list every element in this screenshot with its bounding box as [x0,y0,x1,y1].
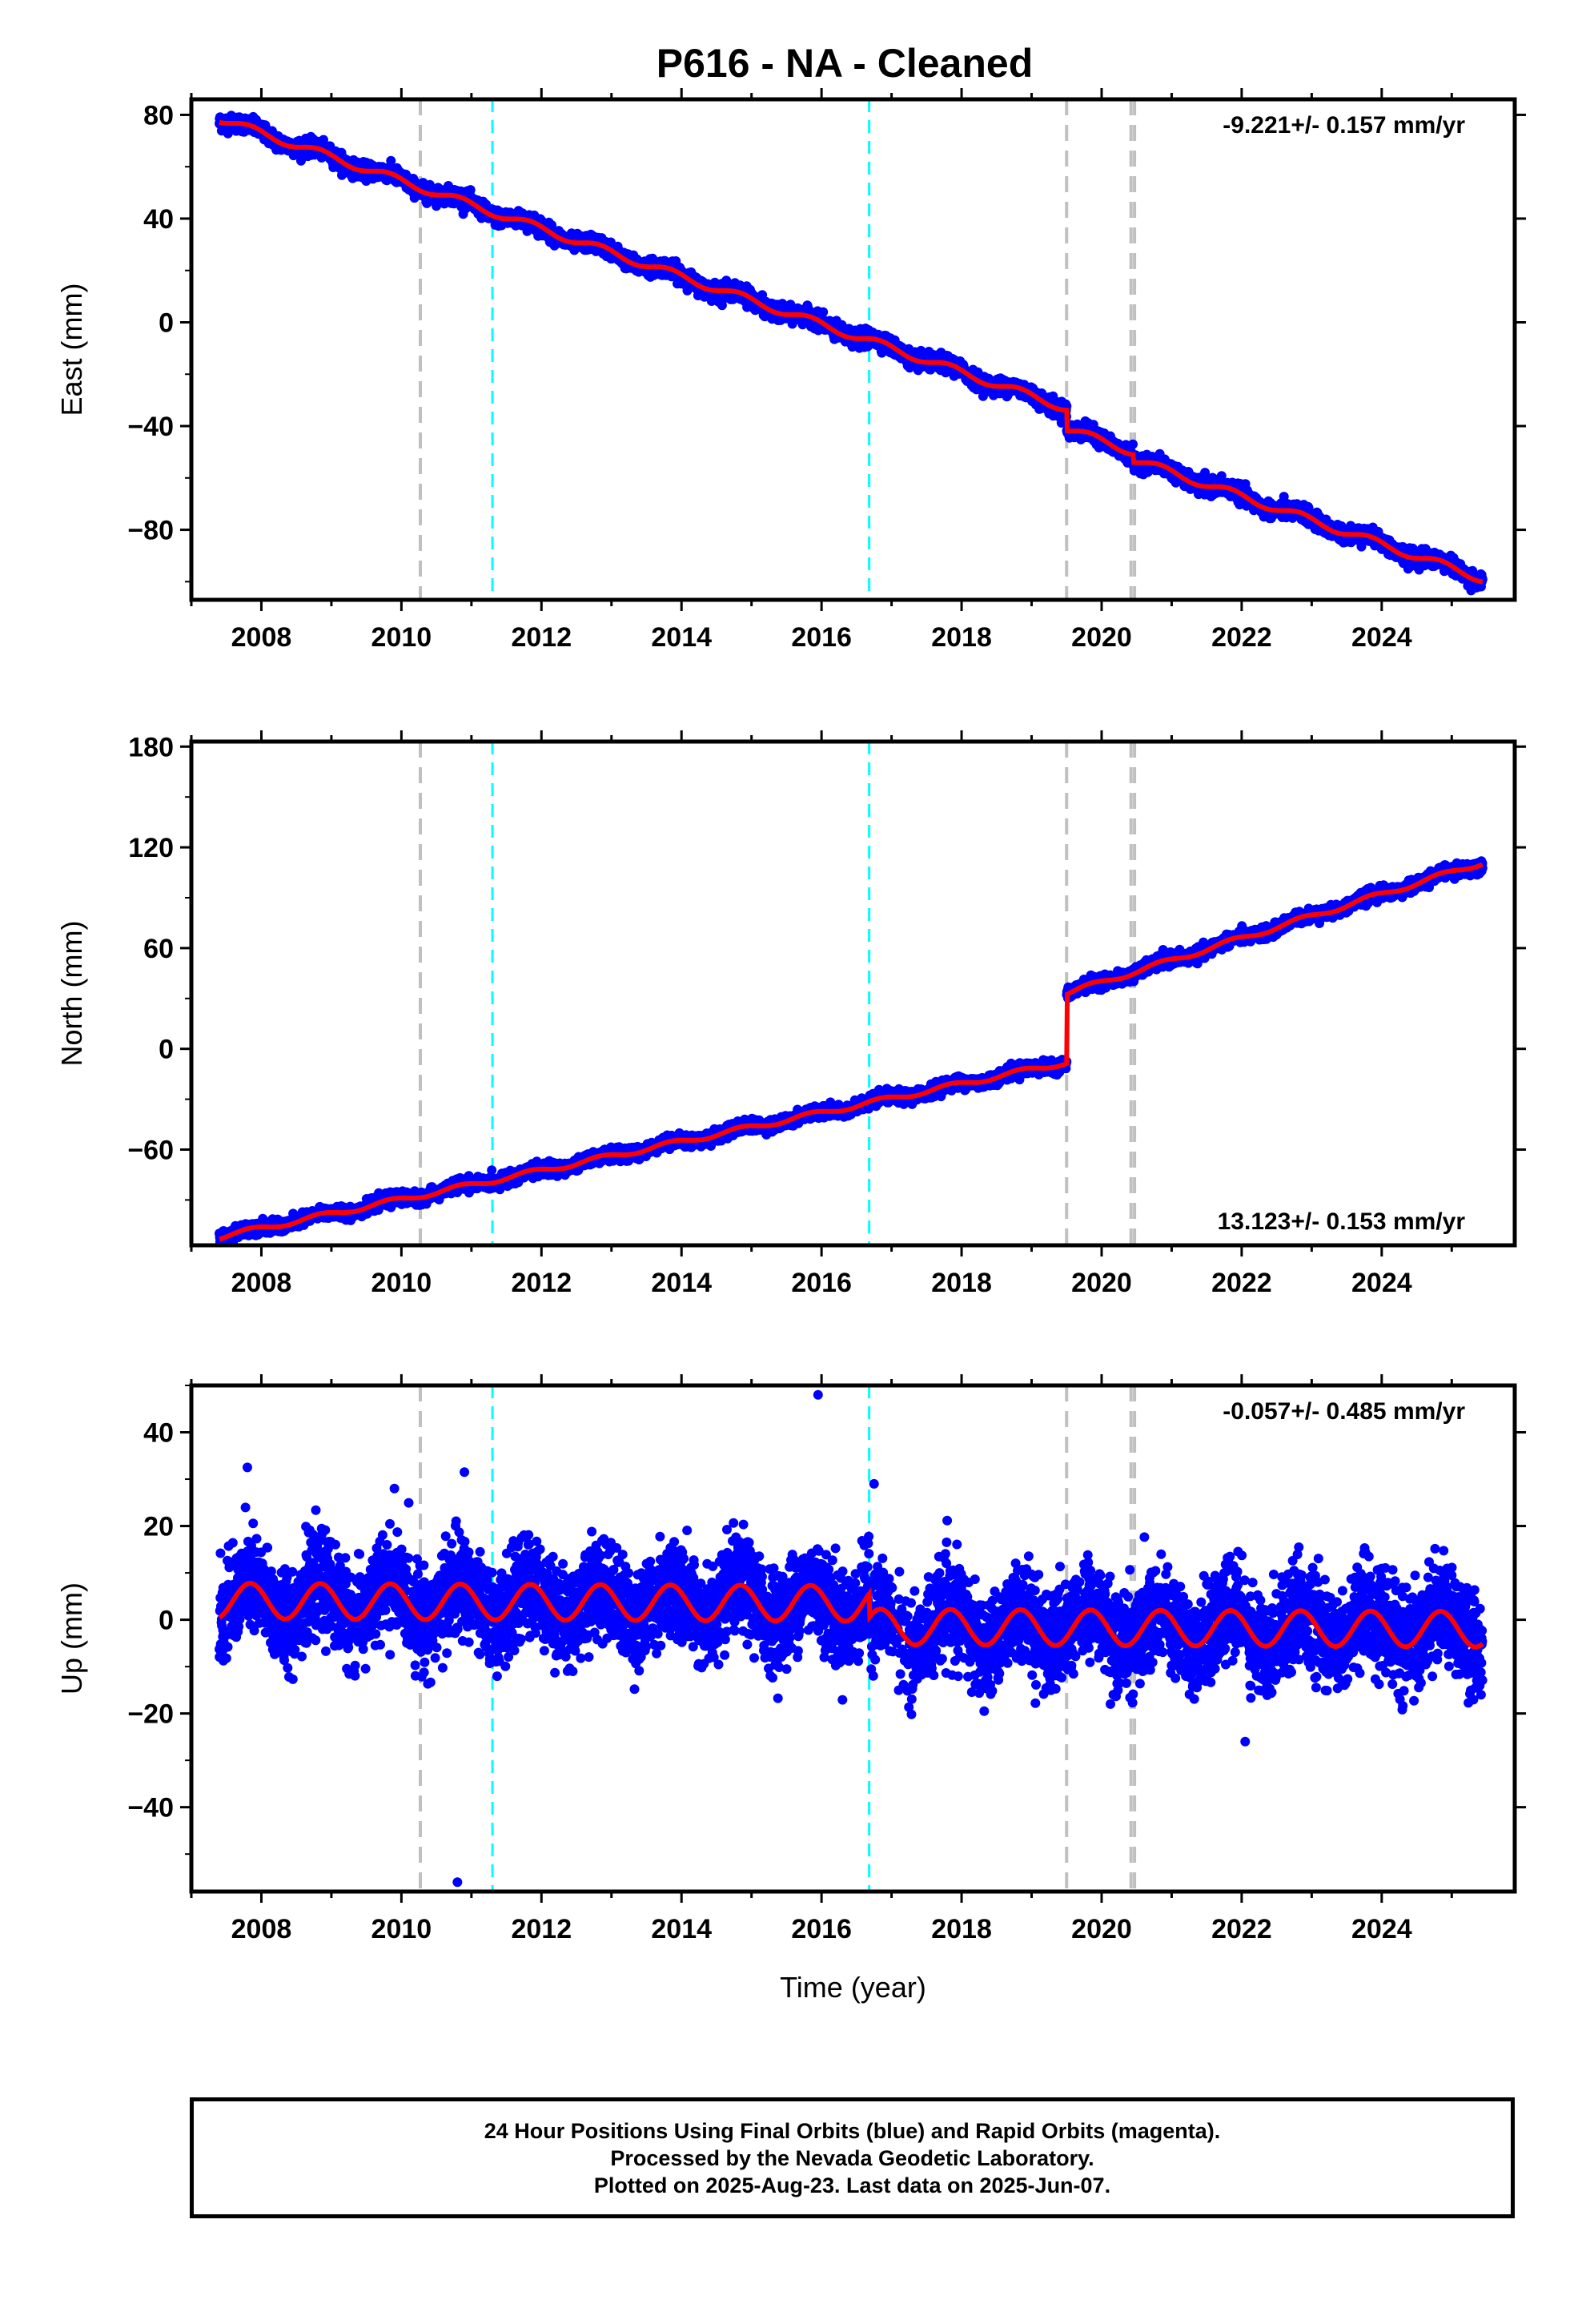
data-point [386,155,396,166]
data-point [1128,439,1138,449]
data-point [465,185,476,195]
chart-title: P616 - NA - Cleaned [656,41,1034,86]
data-point [818,307,829,317]
data-point [319,135,328,145]
plot-area [215,99,1488,600]
panel-0: 2008 2010 2012 2014 2016 2018 2020 2022 20248040… [55,88,1526,653]
